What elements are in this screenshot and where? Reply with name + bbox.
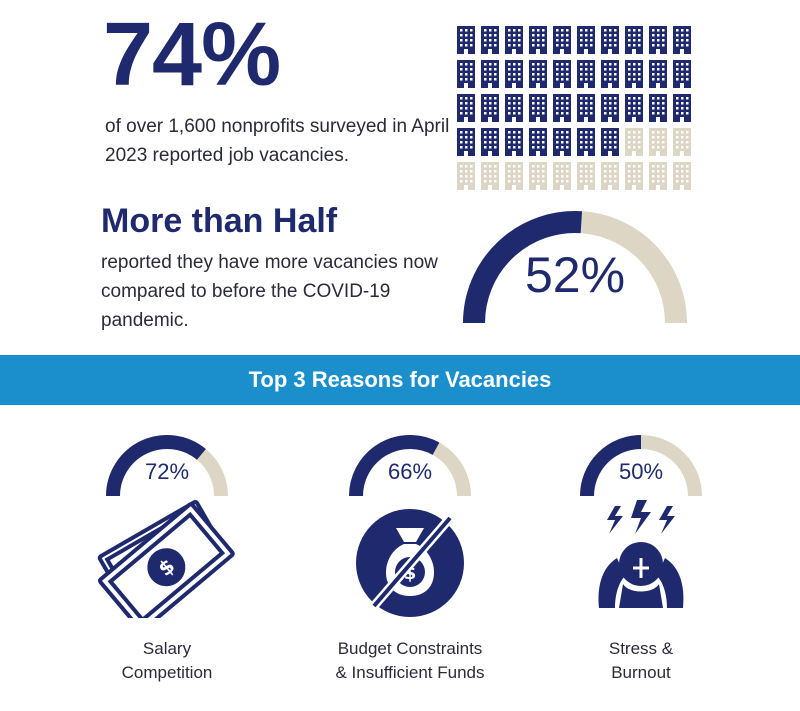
reason-label-line2: & Insufficient Funds — [335, 663, 485, 682]
office-building-icon — [457, 60, 475, 88]
reason-budget: 66% $ Budget Constraints & Insufficient … — [310, 430, 510, 690]
reason-percent: 72% — [144, 459, 190, 484]
reason-stress: 50% Stress & Burnout — [541, 430, 741, 690]
office-building-icon — [601, 162, 619, 190]
office-building-icon — [601, 94, 619, 122]
office-building-icon — [601, 128, 619, 156]
office-building-icon — [481, 26, 499, 54]
office-building-icon — [625, 128, 643, 156]
office-building-icon — [529, 162, 547, 190]
office-building-icon — [673, 162, 691, 190]
office-building-icon — [529, 94, 547, 122]
office-building-icon — [457, 26, 475, 54]
half-title: More than Half — [101, 202, 338, 240]
office-building-icon — [505, 60, 523, 88]
half-gauge — [463, 211, 687, 324]
office-building-icon — [481, 162, 499, 190]
office-building-icon — [577, 94, 595, 122]
office-building-icon — [553, 60, 571, 88]
money-bills-icon: $ — [97, 499, 235, 618]
office-building-icon — [505, 26, 523, 54]
reason-percent: 50% — [618, 459, 664, 484]
reason-label-line2: Burnout — [611, 663, 671, 682]
headline-description: of over 1,600 nonprofits surveyed in Apr… — [105, 116, 450, 166]
reason-label: Stress & Burnout — [521, 637, 761, 685]
office-building-icon — [553, 128, 571, 156]
office-building-icon — [673, 94, 691, 122]
reason-label-line1: Stress & — [608, 639, 674, 658]
office-building-icon — [673, 128, 691, 156]
reason-gauge — [349, 435, 471, 497]
reason-label: Salary Competition — [47, 637, 287, 685]
office-building-icon — [457, 162, 475, 190]
office-building-icon — [577, 162, 595, 190]
reasons-title: Top 3 Reasons for Vacancies — [248, 367, 552, 392]
no-money-bag-icon: $ — [356, 509, 464, 617]
office-building-icon — [577, 60, 595, 88]
reason-label-line2: Competition — [121, 663, 213, 682]
office-building-icon — [649, 128, 667, 156]
office-building-icon — [625, 26, 643, 54]
office-building-icon — [649, 94, 667, 122]
office-building-icon — [481, 128, 499, 156]
reason-gauge — [580, 435, 702, 497]
office-building-icon — [481, 60, 499, 88]
stressed-person-icon — [598, 500, 684, 608]
reason-gauge — [106, 435, 228, 497]
office-building-icon-grid — [457, 26, 691, 190]
reason-label-line1: Salary — [142, 639, 192, 658]
office-building-icon — [457, 94, 475, 122]
office-building-icon — [505, 162, 523, 190]
office-building-icon — [505, 94, 523, 122]
office-building-icon — [529, 60, 547, 88]
headline-stat: 74% — [103, 5, 281, 105]
half-gauge-fill — [463, 211, 583, 324]
office-building-icon — [553, 26, 571, 54]
office-building-icon — [649, 60, 667, 88]
office-building-icon — [625, 60, 643, 88]
office-building-icon — [553, 162, 571, 190]
office-building-icon — [601, 26, 619, 54]
office-building-icon — [649, 26, 667, 54]
office-building-icon — [625, 94, 643, 122]
half-description: reported they have more vacancies now co… — [101, 252, 438, 331]
office-building-icon — [457, 128, 475, 156]
office-building-icon — [577, 26, 595, 54]
office-building-icon — [505, 128, 523, 156]
reason-salary: 72% $ Salary Competition — [67, 430, 267, 690]
office-building-icon — [553, 94, 571, 122]
office-building-icon — [673, 26, 691, 54]
office-building-icon — [601, 60, 619, 88]
office-building-icon — [529, 26, 547, 54]
reason-label-line1: Budget Constraints — [337, 639, 483, 658]
office-building-icon — [577, 128, 595, 156]
office-building-icon — [649, 162, 667, 190]
office-building-icon — [673, 60, 691, 88]
half-stat: 52% — [524, 247, 626, 303]
reason-label: Budget Constraints & Insufficient Funds — [290, 637, 530, 685]
reasons-banner — [0, 355, 800, 405]
reason-percent: 66% — [387, 459, 433, 484]
office-building-icon — [625, 162, 643, 190]
office-building-icon — [529, 128, 547, 156]
office-building-icon — [481, 94, 499, 122]
